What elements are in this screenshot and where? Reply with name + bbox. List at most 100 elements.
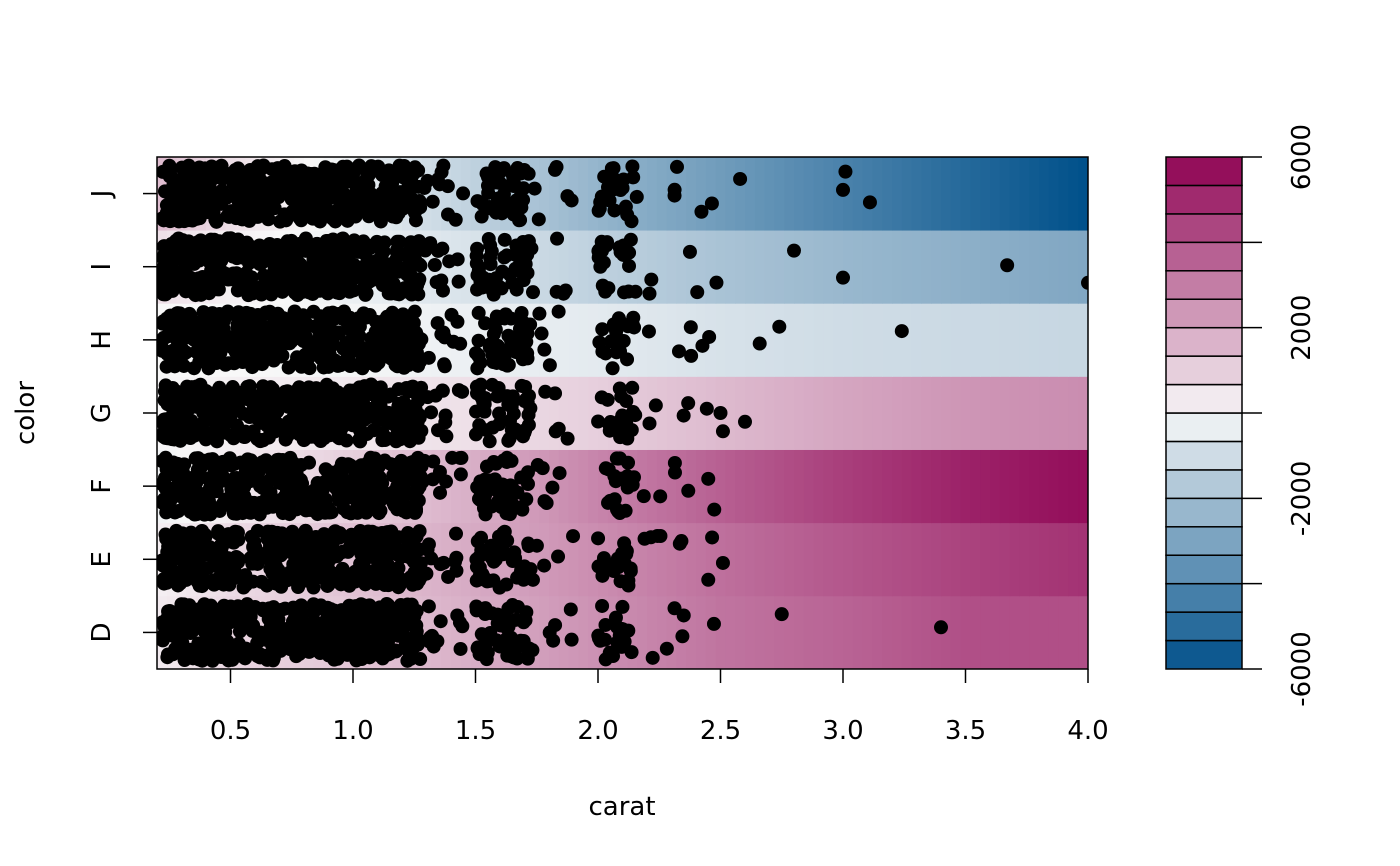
legend-swatch [1165, 298, 1243, 329]
heatmap-cell [1029, 157, 1040, 231]
data-point [269, 404, 284, 419]
data-point [231, 421, 246, 436]
data-point [618, 199, 633, 214]
data-point [405, 540, 420, 555]
data-point [245, 317, 260, 332]
data-point [483, 257, 498, 272]
heatmap-cell [980, 522, 991, 597]
heatmap-cell [941, 230, 952, 304]
legend-swatch [1165, 156, 1243, 187]
data-point [486, 554, 501, 569]
data-point [334, 545, 349, 560]
data-point [420, 390, 435, 405]
data-point [182, 621, 197, 636]
heatmap-cell [950, 157, 962, 231]
heatmap-cell [999, 595, 1011, 669]
data-point [437, 330, 452, 345]
data-point [223, 491, 238, 506]
data-point [427, 257, 442, 272]
outlier-point [752, 336, 767, 351]
data-point [291, 579, 306, 594]
heatmap-cell [1019, 595, 1030, 669]
data-point [168, 481, 183, 496]
data-point [294, 359, 309, 374]
heatmap-cell [872, 376, 883, 450]
heatmap-cell [607, 376, 619, 450]
x-axis: 0.5 1.0 1.5 2.0 2.5 3.0 3.5 4.0 [210, 669, 1109, 746]
data-point [501, 630, 516, 645]
data-point [350, 565, 365, 580]
heatmap-cell [745, 303, 756, 377]
heatmap-cell [647, 157, 658, 231]
heatmap-cell [872, 303, 883, 377]
data-point [247, 534, 262, 549]
heatmap-cell [794, 230, 805, 304]
data-point [707, 502, 722, 517]
heatmap-cell [637, 230, 648, 304]
heatmap-cell [1058, 303, 1069, 377]
heatmap-cell [784, 376, 795, 450]
data-point [517, 425, 532, 440]
heatmap-cell [1009, 449, 1020, 524]
heatmap-cell [627, 522, 638, 597]
heatmap-cell [745, 449, 756, 524]
heatmap-cell [725, 449, 736, 524]
heatmap-cell [1078, 230, 1088, 304]
data-point [262, 236, 277, 251]
data-point [385, 209, 400, 224]
heatmap-cell [754, 522, 766, 597]
data-point [676, 608, 691, 623]
heatmap-cell [794, 157, 805, 231]
data-point [499, 577, 514, 592]
data-point [603, 493, 618, 508]
heatmap-cell [715, 595, 726, 669]
data-point [418, 243, 433, 258]
heatmap-cell [754, 157, 766, 231]
heatmap-cell [852, 230, 864, 304]
data-point [227, 456, 242, 471]
data-point [294, 169, 309, 184]
outlier-point [774, 607, 789, 622]
heatmap-cell [745, 595, 756, 669]
heatmap-cell [696, 157, 707, 231]
heatmap-cell [852, 376, 864, 450]
data-point [157, 332, 171, 347]
data-point [681, 396, 696, 411]
heatmap-cell [598, 449, 609, 524]
data-point [470, 385, 485, 400]
data-point [451, 274, 466, 289]
heatmap-cell [529, 303, 540, 377]
heatmap-cell [470, 157, 481, 231]
data-point [253, 650, 268, 665]
heatmap-cell [823, 522, 834, 597]
heatmap-cell [950, 595, 962, 669]
data-point [598, 461, 613, 476]
data-point [448, 212, 463, 227]
heatmap-cell [1048, 595, 1060, 669]
data-point [393, 311, 408, 326]
heatmap-cell [980, 303, 991, 377]
heatmap-cell [960, 376, 971, 450]
data-point [191, 652, 206, 667]
heatmap-cell [911, 230, 922, 304]
x-tick-label: 1.5 [455, 716, 496, 746]
heatmap-cell [1029, 230, 1040, 304]
data-point [408, 619, 423, 634]
data-point [291, 616, 306, 631]
heatmap-cell [1078, 449, 1088, 524]
data-point [695, 338, 710, 353]
data-point [264, 524, 279, 539]
data-point [166, 503, 181, 518]
data-point [410, 278, 425, 293]
heatmap-cell [725, 303, 736, 377]
heatmap-cell [931, 449, 942, 524]
heatmap-cell [686, 303, 697, 377]
heatmap-cell [999, 157, 1011, 231]
data-point [345, 599, 360, 614]
heatmap-cell [1019, 449, 1030, 524]
data-point [452, 615, 467, 630]
heatmap-cell [941, 522, 952, 597]
data-point [160, 647, 175, 662]
heatmap-cell [764, 303, 775, 377]
x-tick-label: 3.0 [822, 716, 863, 746]
